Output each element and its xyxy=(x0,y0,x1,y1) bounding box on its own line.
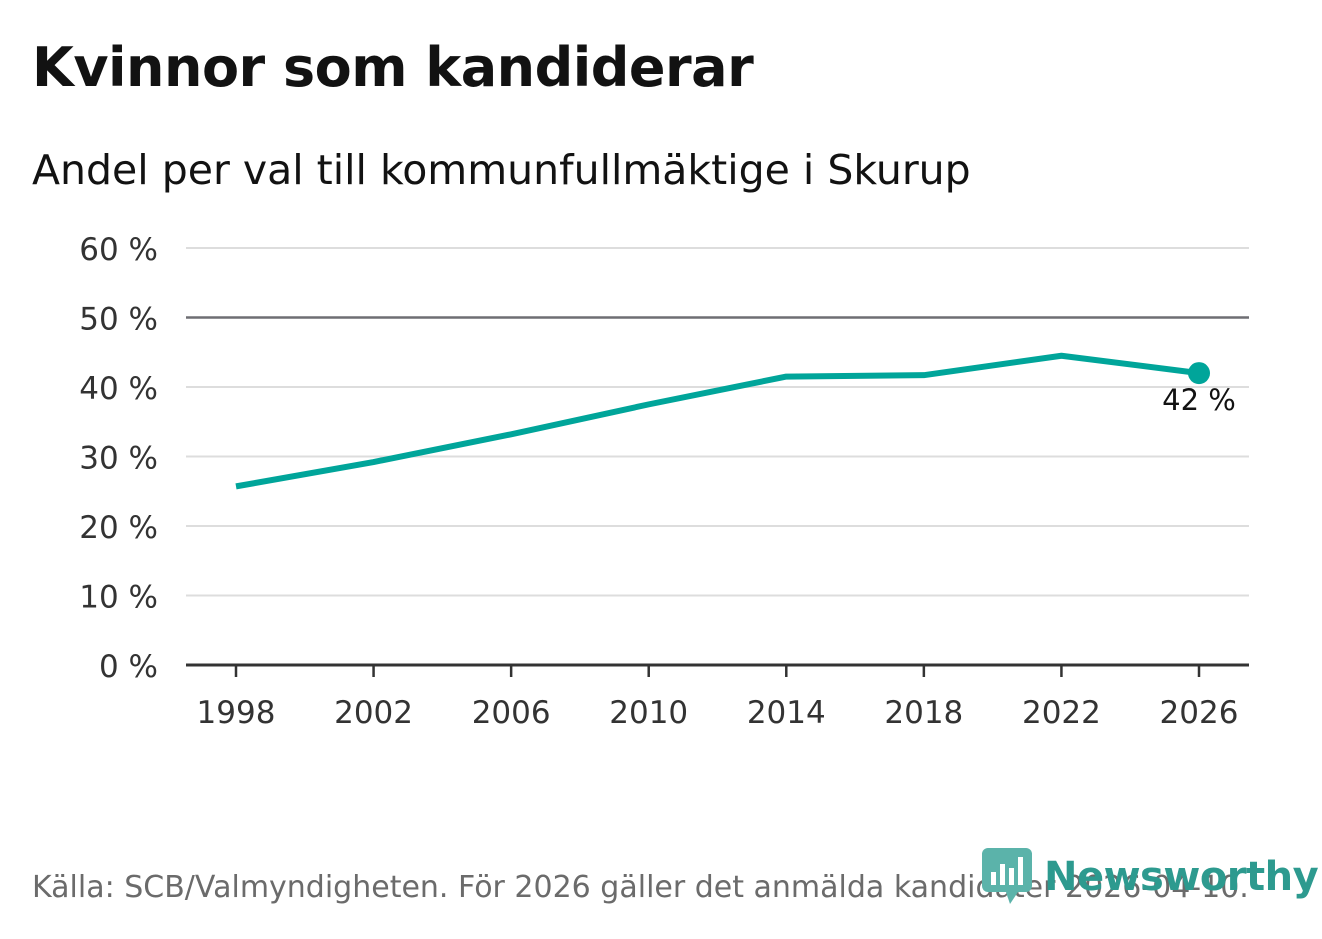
axis-layer: 0 % 10 % 20 % 30 % 40 % 50 % 60 % 1998 2002 2006 2… xyxy=(79,232,1249,731)
x-tick-label: 2026 xyxy=(1160,695,1239,731)
y-tick-label: 60 % xyxy=(79,232,158,268)
source-note: Källa: SCB/Valmyndigheten. För 2026 gäll… xyxy=(32,870,1249,905)
y-tick-label: 10 % xyxy=(79,580,158,616)
y-tick-label: 20 % xyxy=(79,510,158,546)
y-tick-label: 30 % xyxy=(79,441,158,477)
x-tick-label: 2022 xyxy=(1022,695,1101,731)
chart-subtitle: Andel per val till kommunfullmäktige i S… xyxy=(32,146,971,194)
y-tick-label: 0 % xyxy=(99,649,158,685)
x-tick-label: 2010 xyxy=(609,695,688,731)
newsworthy-logo-icon xyxy=(982,848,1032,904)
grid-layer xyxy=(186,247,1249,597)
x-tick-label: 2018 xyxy=(884,695,963,731)
newsworthy-logo: Newsworthy xyxy=(982,848,1319,906)
x-tick-label: 1998 xyxy=(197,695,276,731)
x-tick-label: 2006 xyxy=(472,695,551,731)
y-tick-label: 40 % xyxy=(79,371,158,407)
series-line-0 xyxy=(235,352,1200,490)
newsworthy-logo-text: Newsworthy xyxy=(1044,854,1319,900)
end-value-label: 42 % xyxy=(1162,383,1236,417)
end-point-marker xyxy=(1188,362,1210,385)
chart-title: Kvinnor som kandiderar xyxy=(32,36,754,99)
y-tick-label: 50 % xyxy=(79,302,158,338)
series-layer xyxy=(235,352,1210,490)
x-tick-label: 2002 xyxy=(334,695,413,731)
label-layer: 42 % xyxy=(1162,383,1236,417)
x-tick-label: 2014 xyxy=(747,695,826,731)
